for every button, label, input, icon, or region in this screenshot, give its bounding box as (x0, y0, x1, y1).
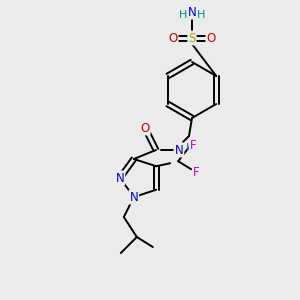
Text: N: N (129, 190, 138, 203)
Text: O: O (140, 122, 150, 134)
Text: N: N (175, 143, 183, 157)
Text: F: F (190, 139, 196, 152)
Text: H: H (197, 10, 205, 20)
Text: O: O (206, 32, 216, 44)
Text: H: H (186, 143, 194, 153)
Text: H: H (179, 10, 187, 20)
Text: S: S (188, 32, 196, 44)
Text: O: O (168, 32, 178, 44)
Text: N: N (188, 5, 196, 19)
Text: N: N (116, 172, 124, 184)
Text: F: F (193, 166, 200, 179)
